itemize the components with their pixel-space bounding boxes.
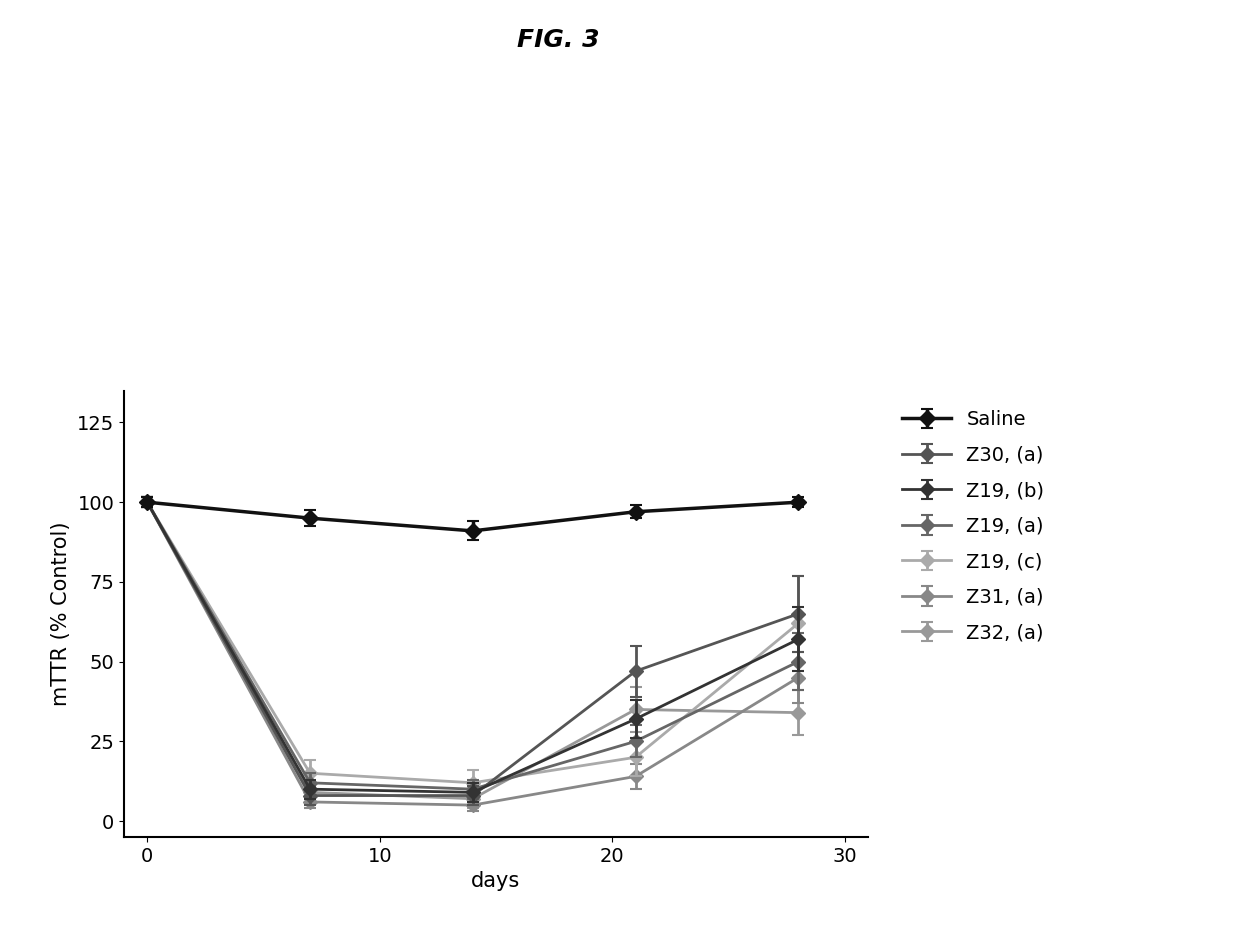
Y-axis label: mTTR (% Control): mTTR (% Control) xyxy=(52,522,72,706)
X-axis label: days: days xyxy=(471,871,521,891)
Text: FIG. 3: FIG. 3 xyxy=(517,28,599,52)
Legend: Saline, Z30, (a), Z19, (b), Z19, (a), Z19, (c), Z31, (a), Z32, (a): Saline, Z30, (a), Z19, (b), Z19, (a), Z1… xyxy=(893,400,1054,652)
